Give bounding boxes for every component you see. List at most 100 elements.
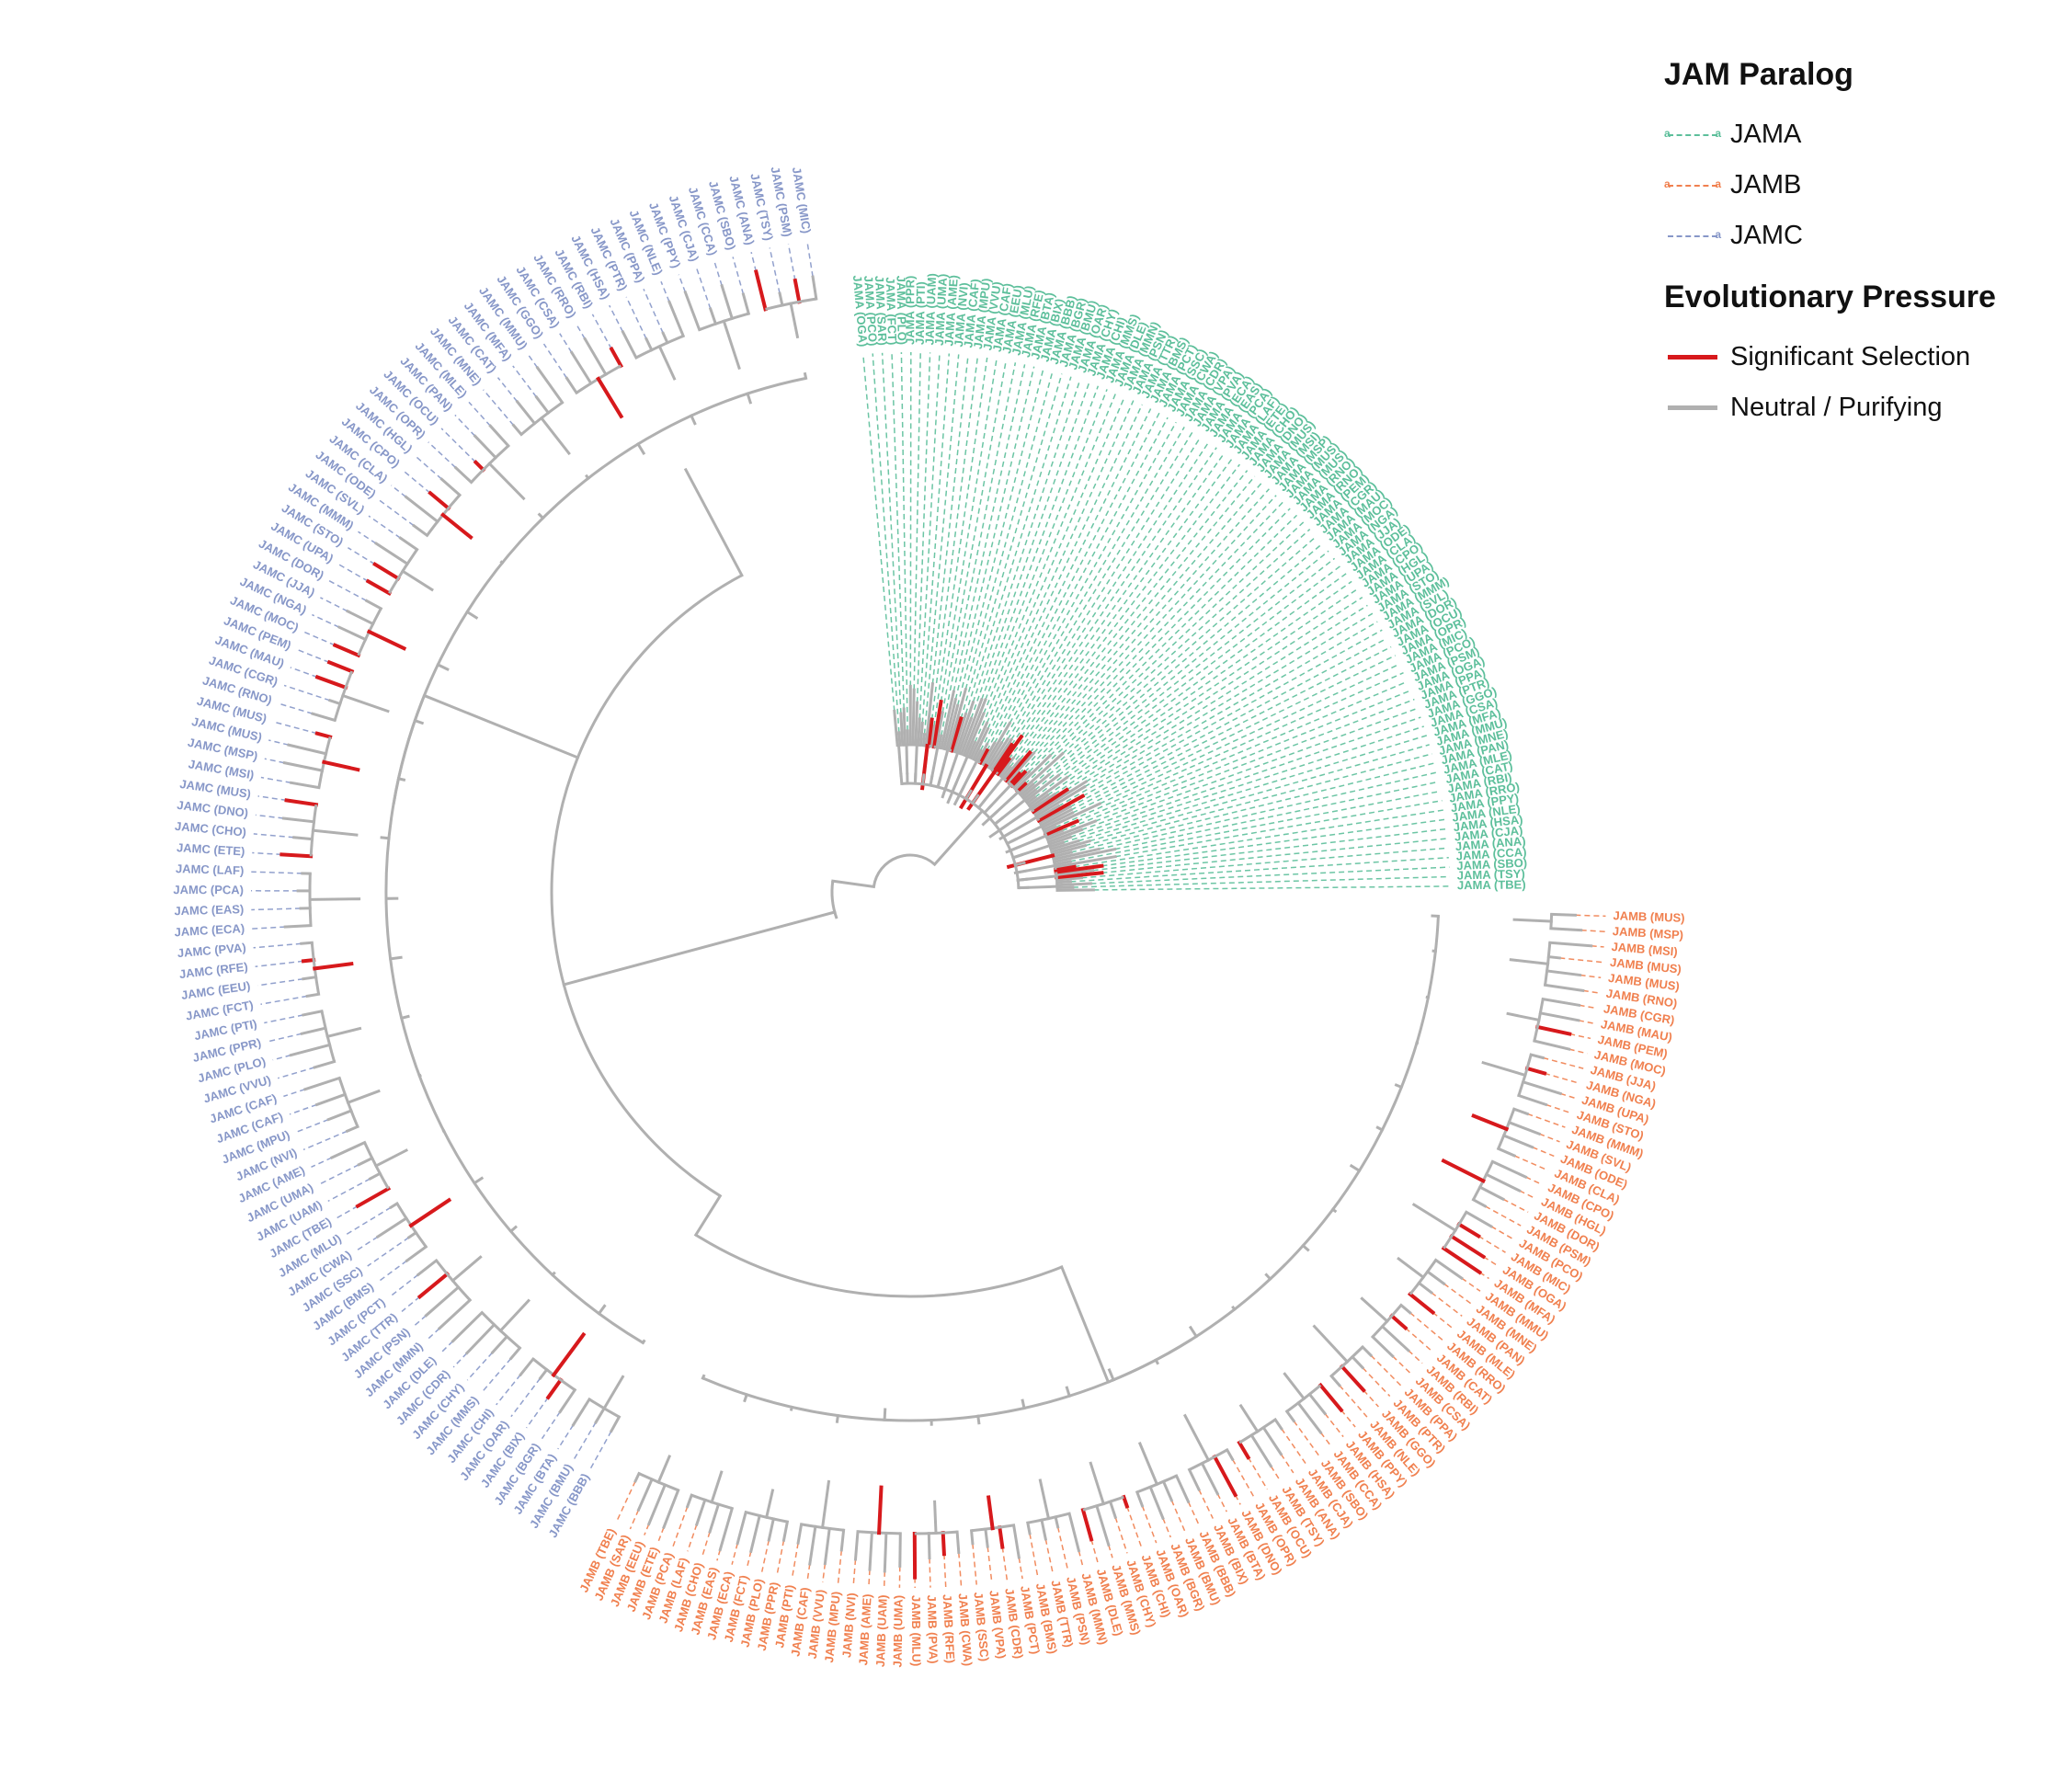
tip-connector-jama	[1032, 488, 1270, 754]
tip-branch-jamb	[1517, 1093, 1548, 1107]
tip-branch-jama	[1007, 770, 1022, 787]
tip-connector-lines	[250, 240, 1606, 1589]
tip-connector-jamc	[367, 1237, 410, 1267]
tip-branch-jamc	[708, 307, 718, 326]
tip-branch-jamb	[1541, 997, 1581, 1008]
backbone-stem-jama	[1005, 837, 1018, 846]
tip-branch-jamb	[685, 1493, 694, 1509]
tip-connector-jamc	[368, 515, 402, 539]
tip-connector-jamc	[303, 631, 336, 646]
tip-connector-jamb	[1409, 1312, 1443, 1341]
tip-branch-jamc	[375, 1216, 408, 1239]
tip-branch-jama	[1054, 863, 1104, 874]
tip-connector-jama	[1093, 885, 1451, 891]
tip-connector-jamb	[1477, 1235, 1506, 1253]
tip-branch-jama	[1035, 804, 1061, 820]
tip-branch-jamb	[1543, 983, 1585, 993]
tip-connector-jama	[930, 356, 979, 720]
tip-connector-jamb	[958, 1552, 963, 1587]
tip-branch-jamc	[811, 275, 818, 301]
backbone-stem-jama	[998, 823, 1009, 833]
tip-connector-jama	[1032, 535, 1317, 785]
tip-branch-jamc	[300, 941, 314, 945]
tip-branch-jamb	[1360, 1344, 1374, 1358]
subclade-stem-jamc	[539, 416, 571, 456]
subclade-stem-jamb	[986, 1495, 995, 1531]
tip-connector-jamc	[541, 1411, 561, 1440]
tip-branch-jama	[962, 698, 987, 757]
subclade-stem-jamb	[1038, 1478, 1051, 1521]
tip-connector-jama	[1055, 672, 1404, 828]
tip-connector-jamc	[311, 1157, 333, 1168]
tip-connector-jamc	[452, 1353, 468, 1368]
tip-connector-jama	[1066, 573, 1347, 779]
tip-branch-jama	[893, 709, 899, 748]
tip-connector-jamc	[277, 1067, 315, 1079]
tip-label-jama: JAMA (PCO)	[861, 275, 880, 347]
tip-connector-jamc	[253, 942, 302, 949]
tip-branch-jama	[941, 697, 958, 751]
tip-branch-jamc	[644, 337, 654, 352]
tip-branch-jamb	[927, 1532, 931, 1560]
backbone-stem-jamc	[584, 474, 591, 481]
backbone-stem-jama	[982, 804, 993, 816]
tip-branch-jamc	[337, 625, 368, 642]
tip-branch-jamb	[1496, 1147, 1517, 1158]
subclade-stem-jamb	[710, 1470, 724, 1504]
tip-branch-jamc	[621, 329, 638, 360]
backbone-stem-jama	[1013, 861, 1026, 867]
tip-branch-jamc	[314, 1092, 348, 1107]
tip-branch-jama	[987, 736, 1010, 770]
tip-branch-jamb	[1237, 1440, 1251, 1460]
legend-key-jama: a a	[1664, 126, 1721, 140]
tip-label-jamc: JAMC (MUS)	[179, 777, 252, 801]
tip-branch-jamc	[511, 423, 524, 437]
tip-connector-jama	[979, 408, 1152, 751]
tip-branch-jama	[1036, 793, 1086, 824]
tip-connector-jama	[954, 366, 1035, 700]
tip-connector-jama	[872, 353, 900, 733]
subclade-stem-jamc	[487, 462, 526, 501]
tip-branch-jama	[974, 748, 983, 762]
backbone-stem-jamc	[641, 1339, 646, 1345]
tip-branch-jamc	[558, 1387, 577, 1414]
tip-branch-jama	[1043, 818, 1080, 838]
tip-branch-jamb	[853, 1530, 860, 1561]
subclade-stem-jamb	[820, 1479, 831, 1530]
subclade-stem-jamb	[764, 1489, 775, 1520]
tip-branch-jama	[1048, 840, 1066, 849]
subclade-stem-jamc	[439, 512, 473, 541]
tip-branch-jamb	[1548, 941, 1593, 948]
subclade-stem-jama	[1010, 824, 1044, 843]
tip-connector-jamb	[1392, 1355, 1413, 1375]
tip-branch-jamb	[1121, 1494, 1130, 1509]
tip-connector-jamc	[264, 758, 285, 764]
tip-branch-jamb	[1490, 1159, 1528, 1180]
tip-connector-jama	[1070, 716, 1421, 839]
tip-label-jama: JAMA (CCA)	[1455, 845, 1527, 863]
tip-connector-jamc	[510, 1377, 542, 1418]
backbone-stem-jamc	[473, 1176, 485, 1185]
backbone-stem-jama	[921, 773, 926, 786]
tip-connector-jama	[1114, 781, 1439, 850]
tip-branch-jamc	[287, 743, 328, 756]
internal-stem	[562, 910, 837, 987]
tip-connector-jamc	[273, 721, 318, 735]
tip-connector-jamb	[760, 1539, 770, 1572]
tip-connector-jama	[1010, 441, 1210, 740]
internal-stem	[831, 879, 876, 889]
subclade-stem-jamc	[789, 302, 800, 339]
subclade-stem-jamc	[373, 1148, 409, 1169]
tip-branch-jama	[1053, 854, 1117, 869]
tip-branch-jama	[1047, 835, 1073, 847]
tip-connector-jamb	[972, 1543, 977, 1585]
tip-branch-jamc	[302, 1010, 324, 1017]
tip-branch-jamc	[473, 459, 486, 473]
tip-connector-jama	[1084, 612, 1374, 788]
legend-label-jamb: JAMB	[1730, 170, 1802, 200]
tip-connector-jamb	[1281, 1428, 1307, 1466]
tip-connector-jamb	[868, 1569, 871, 1587]
tip-connector-jama	[1009, 470, 1249, 768]
tip-connector-jamc	[557, 1424, 575, 1450]
tip-branch-jamc	[364, 599, 383, 611]
